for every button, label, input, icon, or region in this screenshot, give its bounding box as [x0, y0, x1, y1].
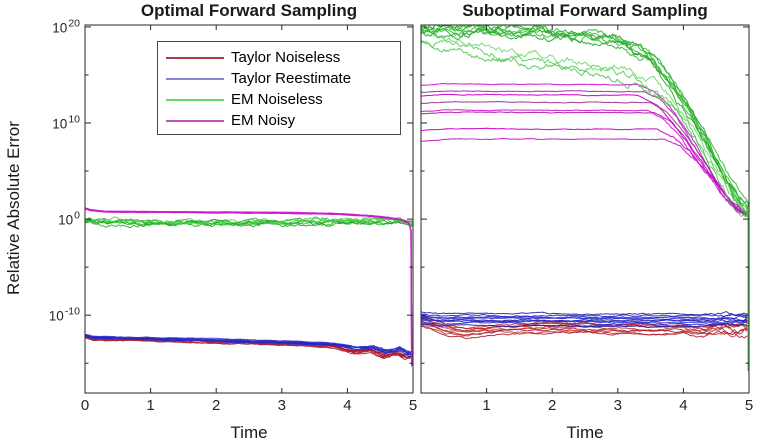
legend-line-sample-icon	[166, 77, 224, 80]
x-tick-label: 4	[343, 397, 351, 414]
series-line-em-noiseless	[421, 25, 749, 365]
series-line-em-noiseless	[421, 32, 749, 362]
x-tick-label: 2	[548, 397, 556, 414]
series-line-em-noisy	[421, 93, 749, 364]
legend: Taylor Noiseless Taylor Reestimate EM No…	[157, 41, 401, 135]
legend-label: Taylor Reestimate	[231, 70, 352, 87]
legend-line-sample-icon	[166, 119, 224, 122]
x-tick-label: 3	[614, 397, 622, 414]
series-line-taylor-reestimate	[421, 313, 749, 319]
series-line-taylor-reestimate	[421, 311, 749, 317]
series-line-em-noisy	[421, 82, 749, 365]
legend-line-sample-icon	[166, 56, 224, 59]
x-tick-labels-0: 0 1 2 3 4 5	[81, 397, 417, 414]
series-line-taylor-noiseless	[421, 320, 749, 334]
series-line-em-noisy	[421, 111, 749, 367]
series-line-em-noiseless	[421, 40, 749, 368]
legend-label: EM Noiseless	[231, 91, 323, 108]
legend-label: Taylor Noiseless	[231, 49, 341, 66]
series-line-taylor-reestimate	[421, 313, 749, 320]
x-axis-label-right: Time	[566, 423, 604, 442]
x-tick-label: 4	[679, 397, 687, 414]
series-line-em-noiseless	[421, 25, 749, 355]
legend-item-em-noiseless: EM Noiseless	[158, 89, 400, 110]
legend-item-taylor-noiseless: Taylor Noiseless	[158, 47, 400, 68]
series-line-em-noiseless	[85, 217, 413, 227]
y-tick-label: 1010	[52, 114, 80, 132]
series-line-em-noisy	[85, 207, 413, 366]
legend-item-taylor-reestimate: Taylor Reestimate	[158, 68, 400, 89]
series-line-em-noisy	[85, 208, 413, 367]
axes-frame-1	[420, 24, 750, 394]
subplot-title-right: Suboptimal Forward Sampling	[462, 1, 708, 20]
y-tick-label: 1020	[52, 17, 80, 35]
series-line-taylor-reestimate	[421, 323, 749, 328]
plot-area-1	[421, 25, 749, 372]
x-tick-label: 1	[146, 397, 154, 414]
legend-line-sample-icon	[166, 98, 224, 101]
x-tick-label: 0	[81, 397, 89, 414]
subplot-title-left: Optimal Forward Sampling	[140, 1, 358, 20]
series-line-taylor-reestimate	[421, 313, 749, 320]
series-line-em-noisy	[421, 100, 749, 365]
x-tick-labels-1: 1 2 3 4 5	[482, 397, 753, 414]
series-line-em-noiseless	[421, 25, 749, 357]
x-tick-label: 5	[745, 397, 753, 414]
x-tick-label: 3	[278, 397, 286, 414]
series-line-em-noisy	[421, 137, 749, 365]
legend-item-em-noisy: EM Noisy	[158, 110, 400, 131]
series-line-taylor-reestimate	[421, 317, 749, 324]
x-tick-label: 5	[409, 397, 417, 414]
series-line-taylor-reestimate	[85, 335, 413, 358]
x-axis-label-left: Time	[230, 423, 268, 442]
y-axis-label: Relative Absolute Error	[4, 121, 23, 295]
series-line-taylor-reestimate	[421, 320, 749, 326]
series-line-taylor-reestimate	[85, 334, 413, 354]
series-line-em-noiseless	[421, 30, 749, 371]
axes-frame-0	[84, 24, 414, 394]
plot-area-0	[85, 207, 413, 367]
series-line-taylor-noiseless	[421, 322, 749, 336]
legend-label: EM Noisy	[231, 112, 296, 129]
series-line-em-noiseless	[421, 25, 749, 364]
y-tick-label: 100	[58, 210, 80, 228]
x-tick-label: 2	[212, 397, 220, 414]
y-tick-label: 10-10	[49, 306, 80, 324]
x-tick-label: 1	[482, 397, 490, 414]
y-tick-labels: 1020 1010 100 10-10	[49, 17, 80, 323]
